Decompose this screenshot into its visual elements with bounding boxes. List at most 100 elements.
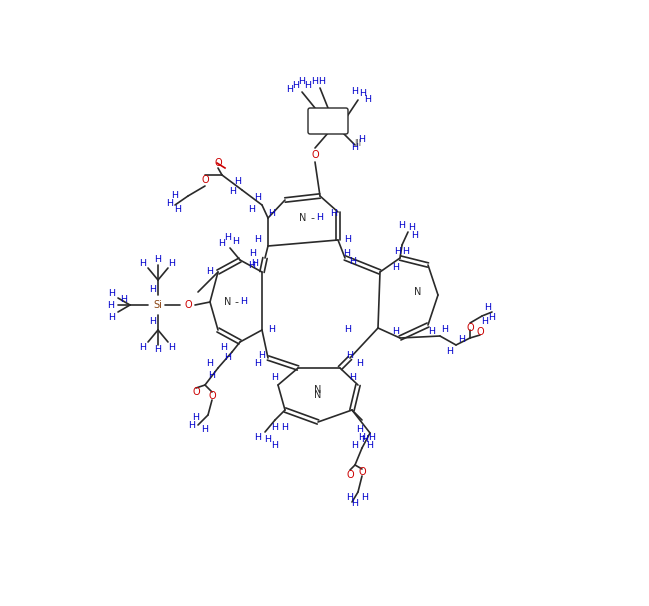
Text: H: H <box>312 78 319 87</box>
Text: H: H <box>343 250 350 259</box>
Text: H: H <box>254 193 262 202</box>
Text: H: H <box>140 342 147 351</box>
Text: H: H <box>428 327 435 336</box>
Text: H: H <box>482 318 489 327</box>
Text: H: H <box>356 359 363 367</box>
Text: |||: ||| <box>354 139 361 147</box>
Text: N: N <box>414 287 422 297</box>
Text: O: O <box>184 300 192 310</box>
Text: H: H <box>254 236 262 244</box>
Text: H: H <box>282 424 289 433</box>
Text: N: N <box>299 213 307 223</box>
Text: H: H <box>254 359 262 367</box>
Text: H: H <box>347 351 354 361</box>
Text: H: H <box>175 205 182 215</box>
Text: H: H <box>269 208 275 218</box>
Text: -: - <box>310 213 314 223</box>
Text: O: O <box>346 470 354 480</box>
Text: H: H <box>360 90 367 99</box>
Text: H: H <box>188 421 195 430</box>
Text: H: H <box>249 205 256 215</box>
Text: H: H <box>402 247 410 256</box>
Text: H: H <box>149 285 156 295</box>
Text: H: H <box>304 81 312 90</box>
Text: H: H <box>234 178 241 187</box>
Text: H: H <box>447 347 454 356</box>
Text: H: H <box>489 313 495 322</box>
Text: H: H <box>369 433 376 442</box>
Text: H: H <box>319 78 326 87</box>
Text: H: H <box>219 239 225 247</box>
Text: H: H <box>393 264 400 273</box>
Text: Aps: Aps <box>319 116 337 124</box>
Text: O: O <box>358 467 366 477</box>
Text: H: H <box>352 87 358 96</box>
Text: H: H <box>408 224 415 233</box>
Text: H: H <box>352 441 358 450</box>
Text: H: H <box>441 325 448 335</box>
Text: N: N <box>225 297 232 307</box>
Text: H: H <box>393 327 400 336</box>
Text: H: H <box>271 424 278 433</box>
Text: H: H <box>254 433 262 442</box>
Text: N: N <box>314 390 322 400</box>
Text: H: H <box>108 288 116 298</box>
Text: O: O <box>214 158 222 168</box>
Text: H: H <box>350 373 356 382</box>
Text: H: H <box>108 301 114 310</box>
Text: H: H <box>154 345 162 355</box>
Text: H: H <box>206 359 214 367</box>
Text: H: H <box>352 144 358 153</box>
Text: H: H <box>358 136 365 144</box>
Text: H: H <box>361 436 369 444</box>
Text: H: H <box>398 222 406 230</box>
Text: H: H <box>169 259 175 267</box>
Text: H: H <box>365 96 371 104</box>
Text: H: H <box>271 441 278 450</box>
Text: O: O <box>311 150 319 160</box>
Text: -: - <box>234 297 238 307</box>
Text: H: H <box>317 213 323 222</box>
Text: H: H <box>485 304 491 313</box>
Text: H: H <box>171 191 178 201</box>
Text: H: H <box>225 233 232 242</box>
Text: H: H <box>299 78 306 87</box>
Text: H: H <box>411 230 419 239</box>
Text: H: H <box>345 325 352 335</box>
Text: H: H <box>352 499 358 508</box>
FancyBboxPatch shape <box>308 108 348 134</box>
Text: O: O <box>208 391 216 401</box>
Text: H: H <box>140 259 147 267</box>
Text: H: H <box>271 373 278 382</box>
Text: H: H <box>149 318 156 327</box>
Text: H: H <box>361 493 369 502</box>
Text: H: H <box>169 342 175 351</box>
Text: O: O <box>466 323 474 333</box>
Text: H: H <box>367 441 374 450</box>
Text: H: H <box>208 370 215 379</box>
Text: H: H <box>265 436 271 444</box>
Text: H: H <box>154 255 162 264</box>
Text: H: H <box>269 325 275 335</box>
Text: O: O <box>201 175 209 185</box>
Text: H: H <box>356 425 363 435</box>
Text: H: H <box>345 236 352 244</box>
Text: H: H <box>293 81 299 90</box>
Text: Si: Si <box>154 300 162 310</box>
Text: N: N <box>314 385 322 395</box>
Text: H: H <box>395 247 402 256</box>
Text: H: H <box>286 85 293 95</box>
Text: H: H <box>121 296 127 304</box>
Text: H: H <box>193 413 199 422</box>
Text: H: H <box>249 250 256 259</box>
Text: H: H <box>225 353 232 362</box>
Text: H: H <box>249 262 256 270</box>
Text: O: O <box>476 327 484 337</box>
Text: H: H <box>232 238 239 247</box>
Text: H: H <box>108 313 116 322</box>
Text: H: H <box>241 298 247 307</box>
Text: O: O <box>192 387 200 397</box>
Text: H: H <box>221 342 228 351</box>
Text: H: H <box>206 267 214 276</box>
Text: H: H <box>358 433 365 442</box>
